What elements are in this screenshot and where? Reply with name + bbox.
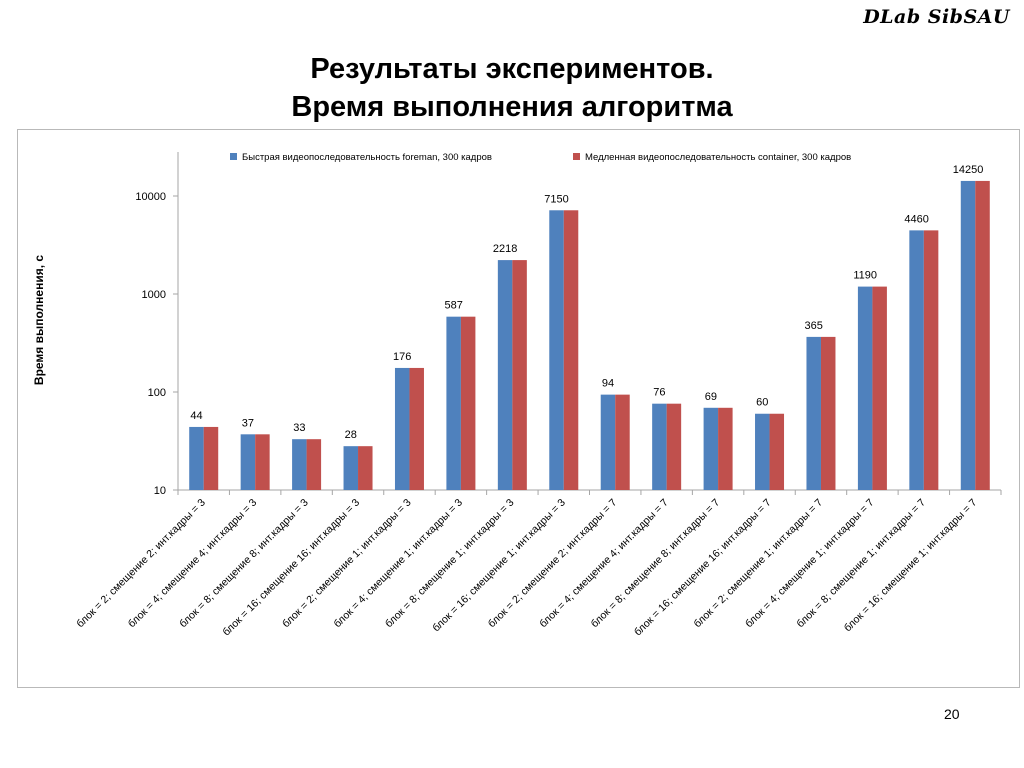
data-label: 44 — [190, 410, 202, 422]
data-label: 94 — [602, 378, 614, 390]
y-tick-label: 100 — [148, 387, 166, 399]
data-label: 365 — [805, 320, 823, 332]
y-tick-label: 10000 — [135, 191, 166, 203]
brand-logo: DLab SibSAU — [863, 6, 1010, 28]
bar-series2 — [255, 434, 270, 490]
bar-series2 — [203, 426, 219, 490]
data-label: 587 — [444, 300, 462, 312]
data-label: 7150 — [544, 193, 568, 205]
bar-series1 — [446, 316, 461, 490]
bar-series1 — [806, 336, 821, 490]
slide-title: Результаты экспериментов. Время выполнен… — [0, 50, 1024, 126]
y-tick-label: 10 — [154, 485, 166, 497]
slide-title-line-2: Время выполнения алгоритма — [291, 91, 733, 123]
bar-series2 — [512, 260, 527, 490]
bar-series2 — [306, 439, 322, 490]
bar-series2 — [872, 286, 887, 490]
legend-label-1: Быстрая видеопоследовательность foreman,… — [242, 152, 492, 163]
legend-label-2: Медленная видеопоследовательность contai… — [585, 152, 851, 163]
data-label: 33 — [293, 422, 305, 434]
bar-series2 — [923, 230, 939, 490]
bar-series1 — [292, 439, 307, 490]
legend-swatch-2 — [573, 153, 580, 160]
data-label: 14250 — [953, 164, 984, 176]
bar-series1 — [909, 230, 924, 490]
data-label: 176 — [393, 351, 411, 363]
legend-swatch-1 — [230, 153, 237, 160]
bar-series2 — [358, 446, 373, 490]
bar-series2 — [820, 336, 836, 490]
bar-chart: 10 100 1000 10000 Время выполнения, с Быстрая… — [32, 152, 1002, 638]
bar-series2 — [769, 413, 785, 490]
bar-series1 — [343, 446, 359, 490]
bar-series1 — [857, 286, 873, 490]
bar-series1 — [600, 394, 616, 490]
bar-series2 — [615, 394, 630, 490]
data-label: 28 — [345, 429, 357, 441]
slide-title-line-1: Результаты экспериментов. — [310, 53, 714, 85]
bar-series1 — [755, 413, 770, 490]
data-label: 60 — [756, 397, 768, 409]
y-tick-label: 1000 — [142, 289, 166, 301]
data-label: 1190 — [853, 270, 877, 282]
bar-series1 — [240, 434, 256, 490]
bar-series2 — [718, 407, 733, 490]
bar-series2 — [563, 210, 579, 490]
bar-series1 — [497, 260, 513, 490]
bar-series2 — [975, 180, 990, 490]
chart-area: 10 100 1000 10000 Время выполнения, с Быстрая… — [17, 129, 1020, 688]
data-label: 2218 — [493, 243, 517, 255]
bar-series2 — [666, 403, 682, 490]
bar-series1 — [960, 180, 976, 490]
bar-series1 — [652, 403, 667, 490]
data-label: 37 — [242, 417, 254, 429]
bar-series1 — [189, 426, 204, 490]
data-label: 76 — [653, 387, 665, 399]
bar-series1 — [549, 210, 564, 490]
page-number: 20 — [944, 706, 960, 722]
bar-series1 — [703, 407, 719, 490]
bar-series1 — [394, 367, 410, 490]
data-label: 69 — [705, 391, 717, 403]
bar-series2 — [409, 367, 424, 490]
data-label: 4460 — [904, 213, 928, 225]
bar-series2 — [460, 316, 476, 490]
y-axis-title: Время выполнения, с — [32, 255, 46, 385]
